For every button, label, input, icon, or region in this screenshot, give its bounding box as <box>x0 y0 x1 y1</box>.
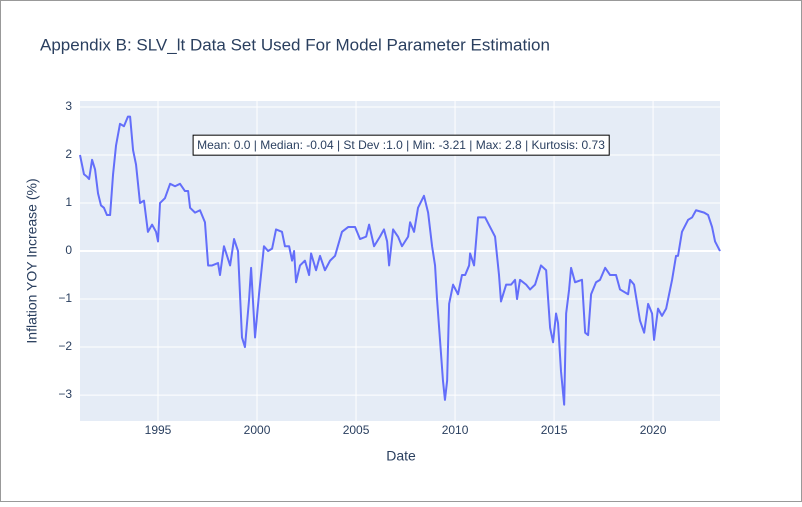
x-axis-label: Date <box>386 448 416 464</box>
y-tick-label: −3 <box>58 387 72 401</box>
annotation-box <box>192 134 610 156</box>
x-tick-label: 2005 <box>343 423 370 437</box>
x-tick-label: 2010 <box>442 423 469 437</box>
x-tick-label: 1995 <box>145 423 172 437</box>
y-tick-label: −2 <box>58 339 72 353</box>
y-tick-label: 0 <box>65 243 72 257</box>
y-tick-label: 3 <box>65 99 72 113</box>
y-axis-label: Inflation YOY Increase (%) <box>24 178 40 343</box>
chart-title: Appendix B: SLV_lt Data Set Used For Mod… <box>40 35 550 54</box>
annotation: Mean: 0.0 | Median: -0.04 | St Dev :1.0 … <box>197 138 605 152</box>
data-line <box>79 115 721 406</box>
y-tick-label: 2 <box>65 147 72 161</box>
x-tick-label: 2020 <box>640 423 667 437</box>
y-tick-label: 1 <box>65 195 72 209</box>
marks <box>79 115 721 406</box>
x-tick-label: 2000 <box>244 423 271 437</box>
x-tick-label: 2015 <box>541 423 568 437</box>
y-tick-label: −1 <box>58 291 72 305</box>
